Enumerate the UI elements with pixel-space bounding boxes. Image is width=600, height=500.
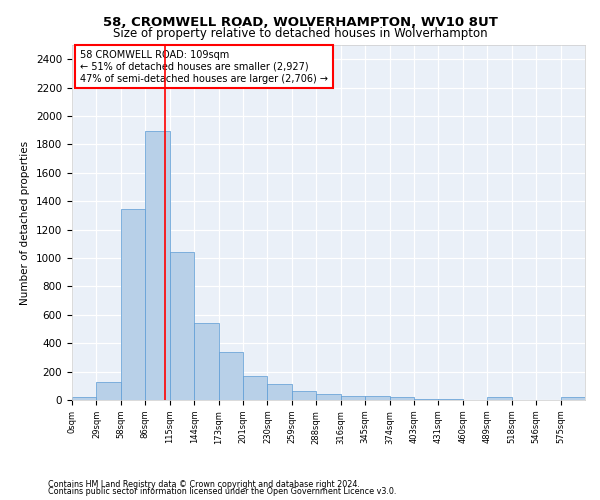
Bar: [414, 398, 439, 400]
Text: 58 CROMWELL ROAD: 109sqm
← 51% of detached houses are smaller (2,927)
47% of sem: 58 CROMWELL ROAD: 109sqm ← 51% of detach…: [80, 50, 328, 84]
Bar: [560, 398, 585, 400]
Bar: [194, 322, 218, 400]
Bar: [389, 398, 414, 400]
Text: 58, CROMWELL ROAD, WOLVERHAMPTON, WV10 8UT: 58, CROMWELL ROAD, WOLVERHAMPTON, WV10 8…: [103, 16, 497, 29]
Bar: [145, 131, 170, 400]
Bar: [170, 252, 194, 400]
Text: Contains HM Land Registry data © Crown copyright and database right 2024.: Contains HM Land Registry data © Crown c…: [48, 480, 360, 489]
Bar: [341, 396, 365, 400]
Bar: [218, 352, 243, 400]
Y-axis label: Number of detached properties: Number of detached properties: [20, 140, 31, 304]
Bar: [268, 384, 292, 400]
Text: Contains public sector information licensed under the Open Government Licence v3: Contains public sector information licen…: [48, 488, 397, 496]
Bar: [487, 397, 512, 400]
Bar: [72, 397, 97, 400]
Bar: [243, 376, 268, 400]
Text: Size of property relative to detached houses in Wolverhampton: Size of property relative to detached ho…: [113, 28, 487, 40]
Bar: [365, 396, 389, 400]
Bar: [316, 394, 341, 400]
Bar: [97, 382, 121, 400]
Bar: [121, 209, 145, 400]
Bar: [292, 391, 316, 400]
